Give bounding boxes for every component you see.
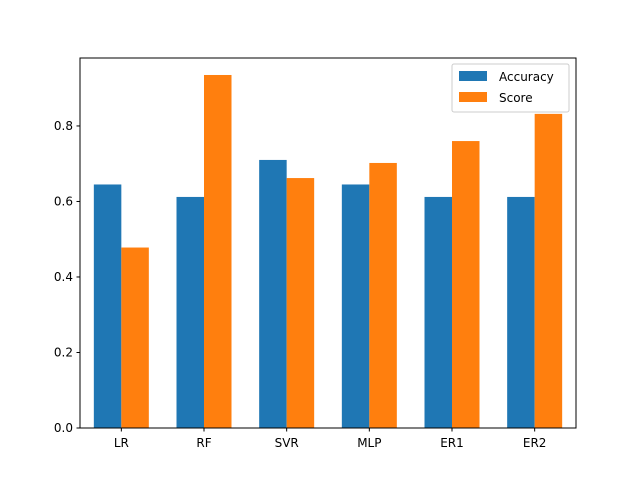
y-tick-label: 0.2 xyxy=(54,345,73,359)
bar-score-er1 xyxy=(452,141,480,428)
x-tick-label: RF xyxy=(196,436,211,450)
plot-area xyxy=(80,58,576,428)
bar-score-er2 xyxy=(534,113,563,428)
bar-score-lr xyxy=(121,247,149,428)
bar-accuracy-rf xyxy=(176,196,204,428)
y-tick-label: 0.4 xyxy=(54,270,73,284)
y-tick-label: 0.6 xyxy=(54,194,73,208)
legend: Accuracy Score xyxy=(451,63,570,113)
x-tick-label: MLP xyxy=(357,436,381,450)
bar-score-svr xyxy=(286,178,315,428)
x-tick-label: ER2 xyxy=(523,436,547,450)
x-axis: LR RF SVR MLP ER1 ER2 xyxy=(114,428,547,450)
bar-accuracy-svr xyxy=(259,159,287,428)
y-tick-label: 0.0 xyxy=(54,421,73,435)
bar-score-mlp xyxy=(369,162,397,429)
legend-swatch-accuracy xyxy=(459,71,487,81)
bar-accuracy-er1 xyxy=(424,196,452,428)
plot-frame xyxy=(79,57,577,429)
x-tick-label: SVR xyxy=(275,436,299,450)
x-tick-label: ER1 xyxy=(440,436,464,450)
legend-swatch-score xyxy=(459,92,487,102)
y-tick-label: 0.8 xyxy=(54,119,73,133)
legend-label-accuracy: Accuracy xyxy=(499,70,554,84)
bar-accuracy-lr xyxy=(93,184,122,428)
legend-label-score: Score xyxy=(499,91,533,105)
bar-accuracy-mlp xyxy=(341,184,370,428)
y-axis: 0.0 0.2 0.4 0.6 0.8 xyxy=(54,119,80,435)
bar-score-rf xyxy=(204,74,232,428)
bars-group xyxy=(93,74,563,429)
x-tick-label: LR xyxy=(114,436,129,450)
bar-accuracy-er2 xyxy=(507,196,535,428)
